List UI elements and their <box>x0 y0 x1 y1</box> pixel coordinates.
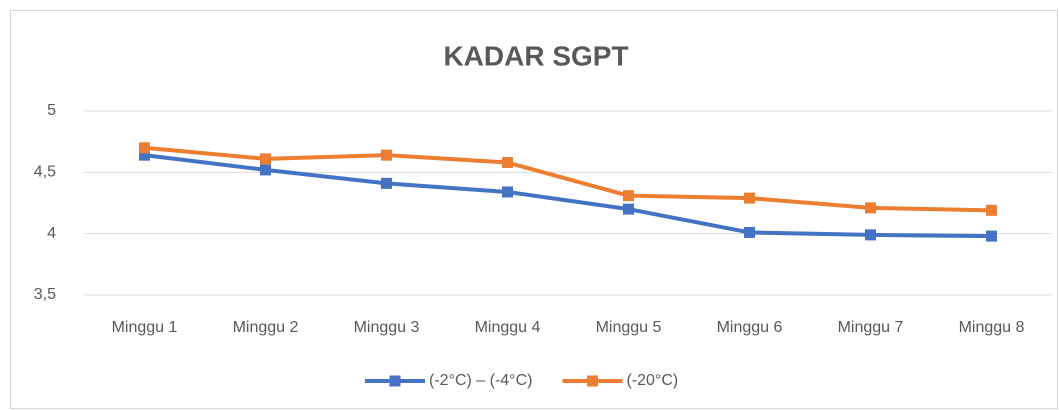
data-point <box>623 203 634 215</box>
legend-label: (-20°C) <box>626 372 678 389</box>
legend-marker <box>389 375 401 387</box>
data-point <box>139 142 150 154</box>
x-tick-label: Minggu 2 <box>233 319 299 336</box>
data-point <box>502 186 513 198</box>
data-point <box>986 230 997 242</box>
x-tick-label: Minggu 8 <box>959 319 1025 336</box>
legend-marker <box>586 375 598 387</box>
data-point <box>139 149 150 161</box>
series-line <box>144 145 992 213</box>
data-point <box>502 157 513 169</box>
data-point <box>865 229 876 241</box>
data-point <box>623 190 634 202</box>
data-point <box>986 204 997 216</box>
data-point <box>744 192 755 204</box>
x-tick-label: Minggu 3 <box>354 319 420 336</box>
series-line <box>144 153 992 239</box>
data-point <box>381 149 392 161</box>
x-tick-label: Minggu 4 <box>475 319 541 336</box>
legend-label: (-2°C) – (-4°C) <box>429 372 532 389</box>
x-tick-label: Minggu 1 <box>112 319 178 336</box>
y-tick-label: 3,5 <box>34 286 56 303</box>
data-point <box>744 226 755 238</box>
x-tick-label: Minggu 6 <box>717 319 783 336</box>
data-point <box>381 177 392 189</box>
y-tick-label: 5 <box>47 102 56 119</box>
y-tick-label: 4 <box>47 225 56 242</box>
data-point <box>865 202 876 214</box>
data-point <box>260 153 271 165</box>
y-tick-label: 4,5 <box>34 164 56 181</box>
chart-title: KADAR SGPT <box>443 40 628 71</box>
x-tick-label: Minggu 5 <box>596 319 662 336</box>
x-tick-label: Minggu 7 <box>838 319 904 336</box>
data-point <box>260 164 271 176</box>
